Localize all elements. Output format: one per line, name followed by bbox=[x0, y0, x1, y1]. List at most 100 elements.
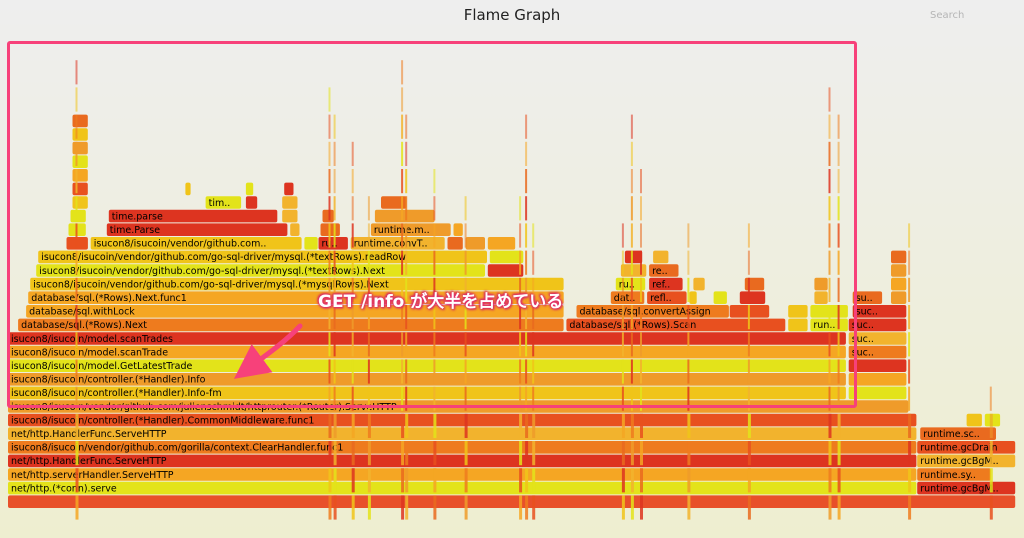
spike-frame[interactable] bbox=[367, 441, 371, 466]
spike-frame[interactable] bbox=[405, 332, 408, 357]
spike-frame[interactable] bbox=[405, 359, 408, 384]
flame-frame[interactable] bbox=[487, 264, 524, 277]
spike-frame[interactable] bbox=[621, 441, 625, 466]
spike-frame[interactable] bbox=[525, 250, 528, 275]
spike-frame[interactable] bbox=[433, 196, 436, 221]
spike-frame[interactable] bbox=[747, 495, 751, 520]
spike-frame[interactable] bbox=[687, 332, 690, 357]
spike-frame[interactable] bbox=[75, 196, 78, 221]
spike-frame[interactable] bbox=[630, 196, 633, 221]
spike-frame[interactable] bbox=[519, 250, 522, 275]
spike-frame[interactable] bbox=[640, 305, 642, 330]
flame-frame[interactable] bbox=[185, 182, 191, 196]
spike-frame[interactable] bbox=[328, 468, 332, 493]
spike-frame[interactable] bbox=[401, 277, 404, 302]
flame-frame[interactable] bbox=[489, 250, 524, 264]
spike-frame[interactable] bbox=[464, 386, 467, 411]
spike-frame[interactable] bbox=[367, 196, 370, 221]
spike-frame[interactable] bbox=[747, 250, 750, 275]
spike-frame[interactable] bbox=[75, 223, 78, 248]
spike-frame[interactable] bbox=[908, 277, 911, 302]
flame-frame[interactable] bbox=[744, 277, 765, 291]
spike-frame[interactable] bbox=[525, 413, 529, 438]
spike-frame[interactable] bbox=[75, 495, 79, 520]
flame-frame[interactable]: suc.. bbox=[848, 332, 907, 345]
spike-frame[interactable] bbox=[525, 495, 529, 520]
spike-frame[interactable] bbox=[519, 305, 522, 330]
spike-frame[interactable] bbox=[351, 305, 354, 330]
spike-frame[interactable] bbox=[401, 413, 405, 438]
spike-frame[interactable] bbox=[687, 413, 691, 438]
spike-frame[interactable] bbox=[333, 441, 337, 466]
spike-frame[interactable] bbox=[367, 332, 370, 357]
spike-frame[interactable] bbox=[525, 332, 528, 357]
spike-frame[interactable] bbox=[328, 495, 332, 520]
spike-frame[interactable] bbox=[351, 386, 354, 411]
flame-frame[interactable]: net/http.serverHandler.ServeHTTP bbox=[8, 468, 917, 481]
flame-frame[interactable]: isucon8/isucoin/model.GetLatestTrade bbox=[8, 359, 846, 372]
spike-frame[interactable] bbox=[621, 332, 624, 357]
spike-frame[interactable] bbox=[333, 250, 336, 275]
spike-frame[interactable] bbox=[747, 223, 750, 248]
spike-frame[interactable] bbox=[401, 386, 404, 411]
flame-frame[interactable] bbox=[624, 250, 643, 264]
flame-frame[interactable] bbox=[282, 209, 298, 223]
spike-frame[interactable] bbox=[351, 196, 354, 221]
spike-frame[interactable] bbox=[433, 223, 436, 248]
spike-frame[interactable] bbox=[328, 87, 331, 112]
spike-frame[interactable] bbox=[837, 223, 840, 248]
flame-frame[interactable]: dat.. bbox=[610, 291, 645, 304]
flame-frame[interactable] bbox=[72, 114, 88, 128]
spike-frame[interactable] bbox=[433, 468, 437, 493]
spike-frame[interactable] bbox=[532, 386, 535, 411]
spike-frame[interactable] bbox=[532, 223, 535, 248]
spike-frame[interactable] bbox=[433, 169, 436, 194]
spike-frame[interactable] bbox=[989, 413, 993, 438]
spike-frame[interactable] bbox=[405, 223, 408, 248]
spike-frame[interactable] bbox=[532, 277, 535, 302]
spike-frame[interactable] bbox=[328, 114, 331, 139]
spike-frame[interactable] bbox=[328, 386, 331, 411]
spike-frame[interactable] bbox=[828, 441, 832, 466]
spike-frame[interactable] bbox=[525, 441, 529, 466]
flame-frame[interactable]: net/http.(*conn).serve bbox=[8, 481, 917, 495]
flame-frame[interactable] bbox=[848, 359, 907, 372]
spike-frame[interactable] bbox=[908, 386, 911, 411]
spike-frame[interactable] bbox=[75, 169, 78, 194]
spike-frame[interactable] bbox=[464, 495, 468, 520]
flame-frame[interactable] bbox=[381, 196, 407, 209]
spike-frame[interactable] bbox=[328, 441, 332, 466]
spike-frame[interactable] bbox=[989, 441, 993, 466]
spike-frame[interactable] bbox=[837, 441, 841, 466]
flame-frame[interactable]: refl.. bbox=[647, 291, 687, 304]
spike-frame[interactable] bbox=[837, 141, 840, 166]
spike-frame[interactable] bbox=[333, 196, 336, 221]
spike-frame[interactable] bbox=[519, 223, 522, 248]
spike-frame[interactable] bbox=[328, 413, 332, 438]
flame-frame[interactable]: database/sql.convertAssign bbox=[576, 305, 729, 318]
flame-frame[interactable]: isucon8/isucoin/vendor/github.com/julien… bbox=[8, 400, 909, 413]
flame-frame[interactable] bbox=[72, 141, 88, 155]
spike-frame[interactable] bbox=[75, 386, 78, 411]
spike-frame[interactable] bbox=[837, 386, 840, 411]
flame-frame[interactable]: runtime.sy.. bbox=[917, 468, 991, 481]
spike-frame[interactable] bbox=[367, 413, 371, 438]
spike-frame[interactable] bbox=[401, 441, 405, 466]
spike-frame[interactable] bbox=[328, 305, 331, 330]
flame-frame[interactable] bbox=[848, 373, 907, 386]
spike-frame[interactable] bbox=[433, 250, 436, 275]
spike-frame[interactable] bbox=[433, 386, 436, 411]
spike-frame[interactable] bbox=[837, 468, 841, 493]
flame-frame[interactable]: suc.. bbox=[848, 318, 907, 332]
spike-frame[interactable] bbox=[464, 413, 468, 438]
spike-frame[interactable] bbox=[519, 441, 523, 466]
spike-frame[interactable] bbox=[328, 223, 331, 248]
flame-frame[interactable]: runtime.convT.. bbox=[350, 237, 445, 250]
spike-frame[interactable] bbox=[532, 250, 535, 275]
spike-frame[interactable] bbox=[405, 169, 408, 194]
spike-frame[interactable] bbox=[525, 468, 529, 493]
flame-frame[interactable] bbox=[891, 277, 907, 291]
spike-frame[interactable] bbox=[75, 332, 78, 357]
spike-frame[interactable] bbox=[405, 386, 408, 411]
spike-frame[interactable] bbox=[908, 441, 912, 466]
